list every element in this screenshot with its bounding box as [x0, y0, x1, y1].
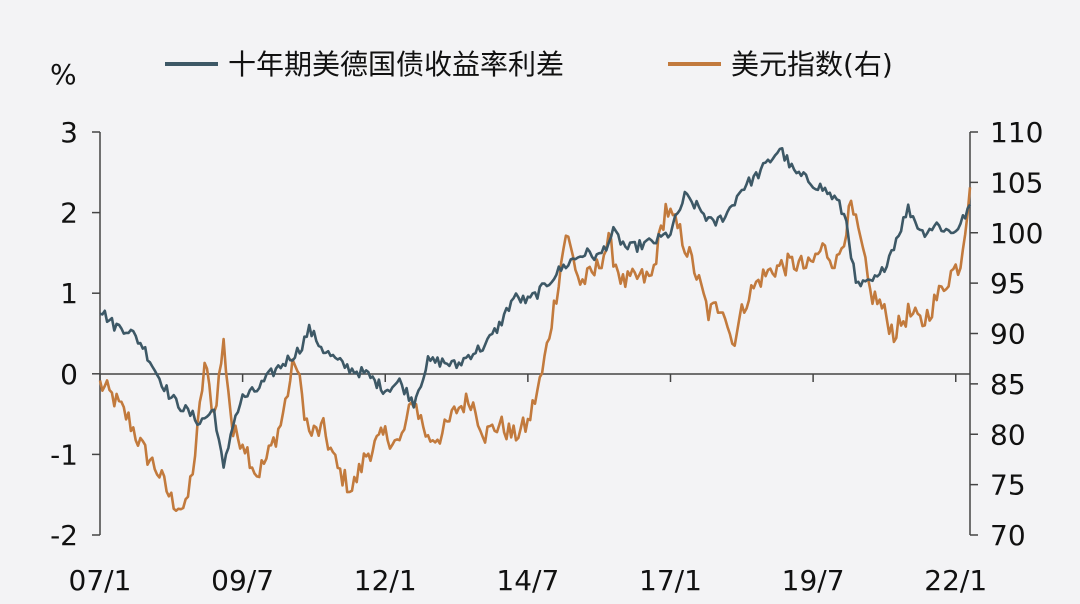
- left-axis-ticks: 3 2 1 0 -1 -2: [50, 116, 100, 552]
- x-tick-label: 09/7: [211, 564, 274, 597]
- right-tick-label: 95: [990, 267, 1026, 300]
- x-tick-label: 19/7: [782, 564, 845, 597]
- x-tick-label: 17/1: [639, 564, 702, 597]
- x-tick-label: 22/1: [924, 564, 987, 597]
- right-tick-label: 100: [990, 217, 1043, 250]
- x-axis-ticks: 07/1 09/7 12/1 14/7 17/1 19/7 22/1: [69, 374, 987, 597]
- legend-label-dxy: 美元指数(右): [731, 48, 893, 81]
- left-tick-label: 0: [60, 358, 78, 391]
- left-tick-label: 3: [60, 116, 78, 149]
- series-layer: [98, 147, 972, 512]
- right-tick-label: 75: [990, 469, 1026, 502]
- right-tick-label: 80: [990, 418, 1026, 451]
- right-tick-label: 105: [990, 166, 1043, 199]
- axes: 3 2 1 0 -1 -2 110 105 100 95 90 85 80 75 70 07/1 09/7 1…: [50, 116, 1043, 597]
- right-tick-label: 85: [990, 368, 1026, 401]
- y-unit-label: %: [50, 58, 77, 91]
- x-tick-label: 12/1: [354, 564, 417, 597]
- left-tick-label: 2: [60, 197, 78, 230]
- left-tick-label: -1: [50, 438, 78, 471]
- left-tick-label: 1: [60, 277, 78, 310]
- x-tick-label: 07/1: [69, 564, 132, 597]
- right-tick-label: 90: [990, 318, 1026, 351]
- right-axis-ticks: 110 105 100 95 90 85 80 75 70: [970, 116, 1043, 552]
- legend: 十年期美德国债收益率利差 美元指数(右): [165, 48, 893, 81]
- left-tick-label: -2: [50, 519, 78, 552]
- right-tick-label: 70: [990, 519, 1026, 552]
- right-tick-label: 110: [990, 116, 1043, 149]
- x-tick-label: 14/7: [496, 564, 559, 597]
- legend-label-spread: 十年期美德国债收益率利差: [228, 48, 564, 81]
- series-line-spread: [99, 147, 972, 469]
- series-line-dxy: [98, 187, 972, 512]
